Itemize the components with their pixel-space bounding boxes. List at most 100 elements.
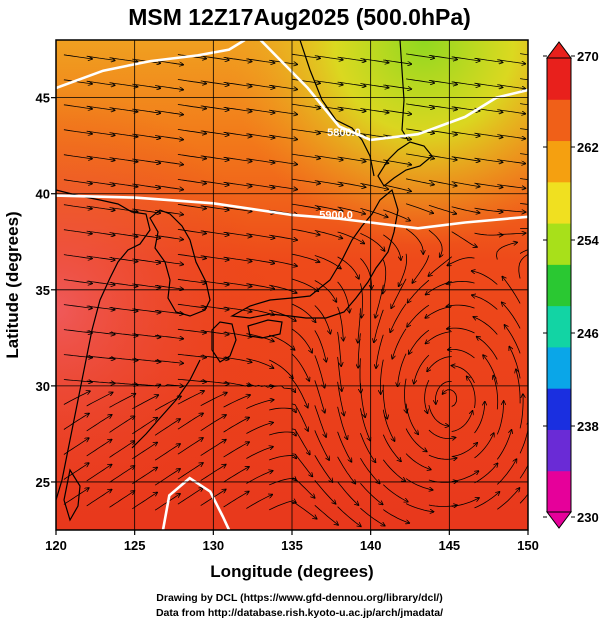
streamline	[63, 254, 92, 259]
streamline	[382, 384, 387, 419]
streamline	[246, 83, 274, 88]
streamline	[314, 330, 327, 361]
streamline	[405, 503, 433, 512]
streamline	[360, 433, 375, 462]
streamline	[390, 303, 407, 333]
y-axis-ticks: 25 30 35 40 45	[36, 91, 56, 490]
streamline	[428, 129, 457, 134]
colorbar-label: 238	[577, 419, 599, 434]
streamline	[436, 381, 452, 405]
streamline	[509, 347, 521, 379]
streamline	[405, 228, 423, 254]
streamline	[246, 233, 274, 238]
streamline	[86, 490, 112, 507]
streamline	[132, 258, 160, 263]
contour-line	[56, 40, 246, 90]
streamline	[155, 310, 183, 314]
streamline	[269, 407, 296, 412]
streamline	[200, 130, 229, 135]
streamline	[200, 80, 229, 85]
streamline	[269, 159, 297, 164]
streamline	[109, 491, 135, 508]
streamline	[177, 154, 206, 158]
streamline	[155, 334, 183, 338]
streamline	[177, 413, 203, 430]
colorbar-segment	[547, 388, 571, 430]
credit-line-dcl: Drawing by DCL (https://www.gfd-dennou.o…	[156, 592, 443, 604]
streamline	[177, 438, 203, 455]
streamline	[473, 317, 498, 335]
coastline-korea	[149, 209, 211, 317]
streamline	[200, 355, 229, 360]
streamline	[496, 401, 503, 435]
streamline	[223, 82, 252, 86]
streamline	[63, 279, 92, 284]
streamline	[360, 108, 388, 113]
streamline	[86, 415, 112, 432]
streamline	[337, 481, 359, 505]
streamline	[447, 281, 475, 284]
streamline	[383, 259, 387, 294]
streamline	[269, 134, 297, 139]
streamline	[291, 478, 315, 498]
x-axis-ticks: 120 125 130 135 140 145 150	[45, 530, 539, 553]
streamline	[109, 282, 138, 287]
streamline	[406, 78, 434, 83]
streamline	[86, 380, 115, 383]
streamline	[291, 253, 320, 262]
streamline	[428, 55, 457, 59]
streamline	[451, 471, 479, 482]
streamline	[314, 255, 341, 269]
streamline	[337, 356, 342, 391]
coastline-hokkaido	[377, 141, 433, 187]
streamline	[291, 428, 310, 455]
colorbar-segment	[547, 305, 571, 348]
streamline	[291, 178, 320, 183]
streamline	[132, 333, 160, 337]
streamline	[520, 128, 528, 131]
streamline	[314, 280, 337, 303]
streamline	[337, 456, 356, 484]
map-plot-area: 5900.0 5800.0	[55, 39, 529, 531]
streamline	[269, 259, 297, 266]
streamline	[200, 180, 229, 185]
streamline	[63, 488, 89, 505]
x-tick-label: 120	[45, 538, 67, 553]
streamline	[155, 85, 183, 90]
streamline	[314, 205, 343, 212]
streamline	[381, 359, 384, 394]
streamline	[497, 84, 525, 89]
streamline	[177, 278, 206, 283]
streamline	[223, 442, 250, 458]
streamline	[360, 83, 388, 88]
streamline	[519, 493, 528, 504]
streamline	[291, 228, 320, 235]
streamline	[223, 492, 249, 508]
coastline-ryukyu	[131, 359, 201, 449]
streamline	[451, 498, 479, 507]
streamline	[132, 283, 160, 288]
streamline	[474, 492, 500, 509]
streamline	[200, 255, 229, 260]
streamline	[86, 440, 112, 457]
streamline	[406, 178, 434, 185]
streamline	[86, 155, 115, 160]
contour-line	[259, 40, 528, 142]
streamline	[200, 155, 229, 160]
y-tick-label: 30	[36, 379, 50, 394]
streamline	[448, 349, 475, 359]
contour-line	[161, 476, 231, 530]
streamline	[63, 229, 92, 234]
streamline	[382, 459, 405, 482]
credit-line-data-source: Data from http://database.rish.kyoto-u.a…	[155, 607, 444, 619]
streamline	[376, 334, 384, 368]
streamline	[428, 405, 449, 426]
streamline	[155, 135, 183, 140]
streamline	[246, 447, 273, 459]
streamline	[177, 463, 203, 480]
streamline	[414, 354, 430, 384]
streamline	[269, 234, 297, 240]
coastline-shikoku	[247, 319, 283, 339]
streamline	[246, 358, 273, 369]
streamline	[109, 232, 138, 237]
